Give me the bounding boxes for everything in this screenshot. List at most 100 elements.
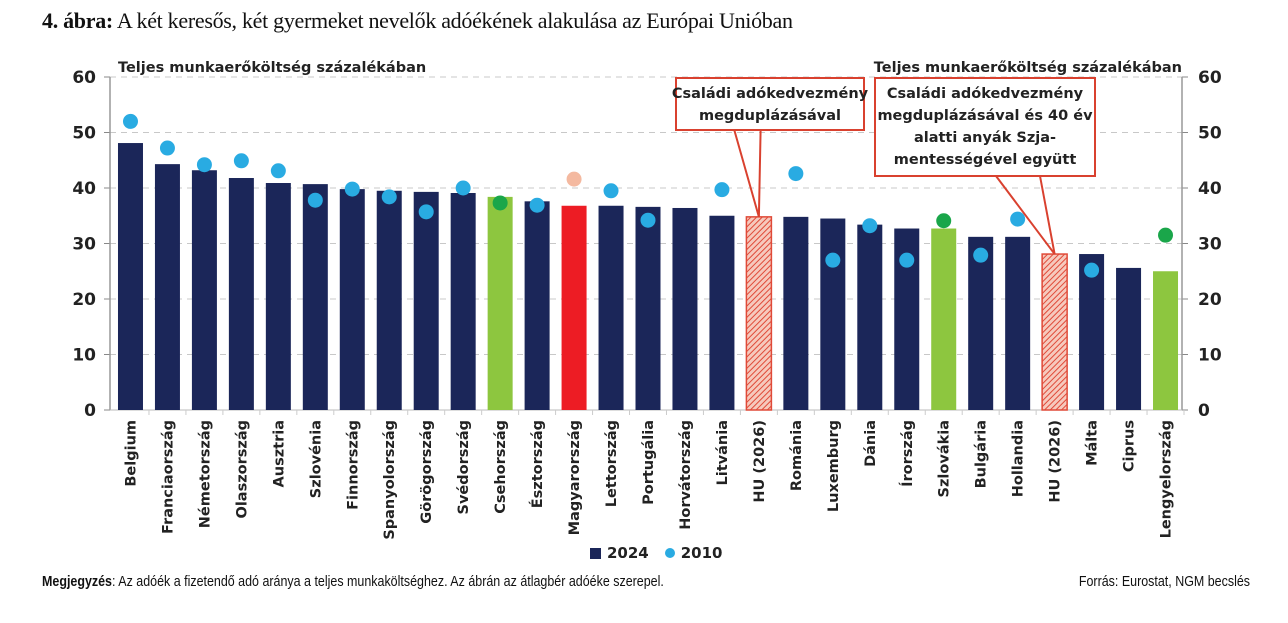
figure-number: 4. ábra:	[42, 8, 113, 33]
dot-2010	[381, 189, 397, 205]
x-tick-label: Olaszország	[234, 420, 250, 519]
footnote-label: Megjegyzés	[42, 574, 113, 590]
dot-2010	[825, 252, 841, 268]
x-tick-label: HU (2026)	[1048, 420, 1064, 503]
annotation-callout: Családi adókedvezmény megduplázásával	[672, 77, 869, 218]
dot-2010	[492, 195, 508, 211]
figure-title-text: A két keresős, két gyermeket nevelők adó…	[112, 8, 793, 33]
y-tick-label-right: 50	[1198, 124, 1222, 144]
bar-2024	[1079, 254, 1105, 410]
x-tick-label: HU (2026)	[752, 420, 768, 503]
figure-title: 4. ábra: A két keresős, két gyermeket ne…	[42, 8, 793, 34]
y-tick-label-right: 40	[1198, 179, 1222, 199]
dot-2010	[233, 153, 249, 169]
x-tick-label: Svédország	[456, 420, 472, 514]
x-tick-label: Észtország	[529, 420, 546, 508]
dot-2010	[640, 212, 656, 228]
x-tick-label: Dánia	[863, 420, 879, 467]
y-tick-label-right: 10	[1198, 346, 1222, 366]
x-tick-label: Románia	[789, 420, 805, 491]
dot-2010	[1010, 211, 1026, 227]
dot-2010	[973, 247, 989, 263]
dot-2010	[344, 181, 360, 197]
y-tick-label-right: 20	[1198, 290, 1222, 310]
bar-2024	[450, 192, 476, 410]
bar-2024	[745, 216, 773, 411]
callout-text-line: megduplázásával	[699, 108, 841, 124]
x-tick-label: Magyarország	[567, 420, 583, 535]
y-tick-label-left: 0	[84, 401, 96, 421]
legend: 2024 2010	[590, 544, 723, 562]
bar-2024	[1116, 267, 1142, 410]
dot-2010	[1084, 262, 1100, 278]
callout-text-line: Családi adókedvezmény	[887, 86, 1084, 102]
x-tick-label: Lettország	[604, 420, 620, 507]
callout-text-line: alatti anyák Szja-	[914, 130, 1056, 146]
y-tick-label-left: 40	[72, 179, 96, 199]
bar-2024	[783, 216, 809, 410]
x-tick-label: Ciprus	[1122, 420, 1138, 472]
y-axis-label-left: Teljes munkaerőköltség százalékában	[118, 60, 426, 76]
bar-2024	[968, 236, 994, 410]
callout-box	[675, 77, 865, 131]
bar-2024	[191, 170, 217, 410]
bar-2024	[154, 164, 180, 410]
y-tick-label-left: 10	[72, 346, 96, 366]
dot-2010	[714, 182, 730, 198]
bar-2024	[302, 184, 328, 410]
callout-pointer	[995, 175, 1056, 255]
bar-2024	[561, 205, 587, 410]
y-tick-label-right: 30	[1198, 235, 1222, 255]
y-tick-label-left: 30	[72, 235, 96, 255]
bar-2024	[672, 207, 698, 410]
x-tick-label: Franciaország	[160, 420, 176, 534]
bar-2024	[635, 206, 661, 410]
dot-2010	[270, 163, 286, 179]
legend-dot-swatch	[664, 548, 675, 558]
bar-2024	[857, 224, 883, 410]
x-tick-label: Litvánia	[715, 420, 731, 485]
callout-text-line: megduplázásával és 40 év	[877, 108, 1093, 124]
y-axis-label-right: Teljes munkaerőköltség százalékában	[874, 60, 1182, 76]
y-tick-label-right: 0	[1198, 401, 1210, 421]
bar-2024	[1005, 236, 1031, 410]
x-tick-label: Portugália	[641, 420, 657, 505]
bar-2024	[376, 190, 402, 410]
x-tick-label: Ausztria	[271, 420, 287, 487]
y-tick-label-left: 20	[72, 290, 96, 310]
x-tick-label: Szlovénia	[308, 420, 324, 498]
footnote-text: : Az adóék a fizetendő adó aránya a telj…	[112, 574, 664, 590]
dot-2010	[566, 171, 582, 187]
dot-2010	[159, 140, 175, 156]
dot-2010	[196, 157, 212, 173]
bar-2024	[1153, 271, 1179, 410]
x-tick-label: Málta	[1085, 420, 1101, 466]
x-tick-label: Szlovákia	[937, 420, 953, 497]
x-tick-label: Horvátország	[678, 420, 694, 530]
dot-2010	[1158, 227, 1174, 243]
y-tick-label-left: 50	[72, 124, 96, 144]
bar-2024	[339, 189, 365, 410]
bar-2024	[413, 191, 439, 410]
legend-bar-swatch	[590, 547, 601, 559]
callout-box	[874, 77, 1096, 177]
x-tick-label: Írország	[899, 420, 916, 487]
callout-text-line: mentességével együtt	[894, 152, 1077, 168]
annotation-callout: Családi adókedvezmény megduplázásával és …	[874, 77, 1096, 255]
dot-2010	[122, 113, 138, 129]
source-note: Forrás: Eurostat, NGM becslés	[1078, 574, 1250, 590]
bar-2024	[265, 183, 291, 410]
bar-2024	[117, 143, 143, 411]
x-tick-label: Bulgária	[974, 420, 990, 488]
dot-2010	[936, 213, 952, 229]
dot-2010	[418, 204, 434, 220]
x-tick-label: Csehország	[493, 420, 509, 514]
legend-2024-label: 2024	[607, 544, 649, 562]
x-tick-label: Spanyolország	[382, 420, 398, 540]
x-tick-label: Luxemburg	[826, 420, 842, 512]
bar-2024	[931, 228, 957, 410]
dot-2010	[529, 197, 545, 213]
x-tick-label: Belgium	[123, 420, 139, 487]
legend-2010-label: 2010	[680, 544, 723, 562]
footnote: Megjegyzés: Az adóék a fizetendő adó ará…	[42, 574, 664, 590]
